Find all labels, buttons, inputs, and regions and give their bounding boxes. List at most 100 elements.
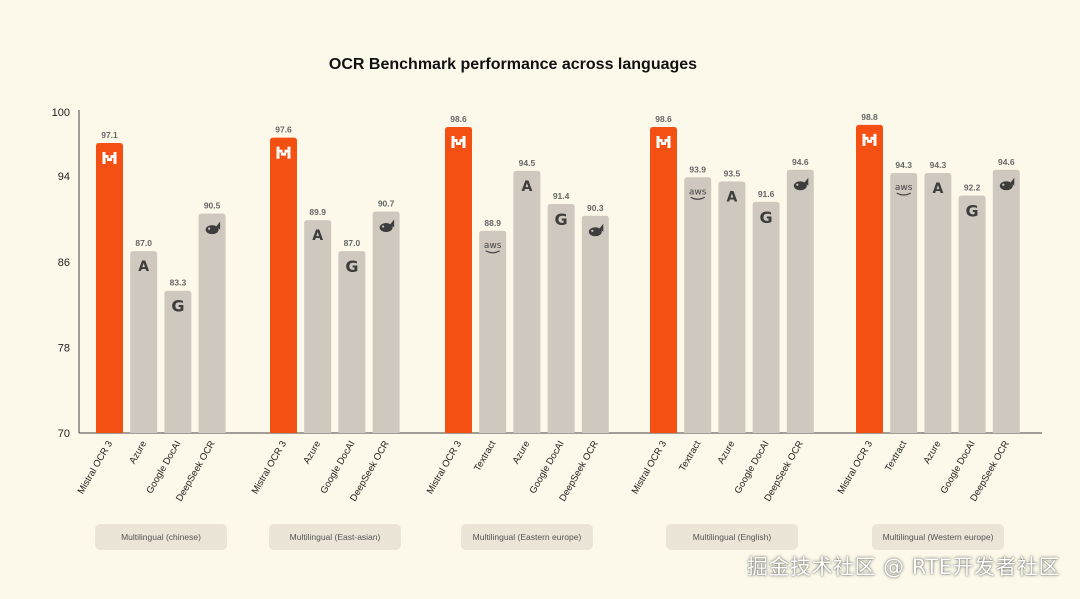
y-tick-label: 70 bbox=[58, 428, 70, 440]
bar-value-label: 98.6 bbox=[450, 114, 467, 124]
mistral-icon-pixel bbox=[667, 141, 671, 145]
group-label: Multilingual (chinese) bbox=[121, 532, 201, 542]
deepseek-icon-tail bbox=[216, 221, 221, 230]
y-tick-label: 86 bbox=[58, 257, 70, 269]
bar-value-label: 93.9 bbox=[689, 164, 706, 174]
x-tick-label: Google DocAI bbox=[144, 439, 183, 496]
deepseek-icon-body bbox=[793, 181, 807, 191]
azure-icon: A bbox=[312, 228, 323, 244]
x-tick-label: Mistral OCR 3 bbox=[76, 439, 115, 496]
bar-value-label: 83.3 bbox=[170, 278, 187, 288]
mistral-icon-pixel bbox=[862, 139, 866, 143]
bar bbox=[479, 230, 507, 433]
bar-value-label: 97.6 bbox=[275, 125, 292, 135]
bar bbox=[581, 215, 609, 433]
aws-icon-smile bbox=[896, 192, 911, 196]
bar bbox=[684, 177, 712, 433]
mistral-icon-pixel bbox=[281, 152, 286, 156]
mistral-icon-pixel bbox=[287, 152, 291, 156]
group-label: Multilingual (Western europe) bbox=[883, 532, 994, 542]
bar-value-label: 94.6 bbox=[998, 157, 1015, 167]
mistral-icon-pixel bbox=[287, 149, 291, 153]
bar bbox=[513, 170, 541, 433]
group-label: Multilingual (Eastern europe) bbox=[473, 532, 582, 542]
mistral-icon-pixel bbox=[873, 133, 877, 137]
mistral-icon-pixel bbox=[451, 135, 455, 139]
bar-value-label: 98.6 bbox=[655, 114, 672, 124]
bar-value-label: 92.2 bbox=[964, 182, 981, 192]
deepseek-icon-eye bbox=[1002, 183, 1005, 186]
mistral-icon-pixel bbox=[102, 155, 106, 159]
deepseek-icon-tail bbox=[599, 223, 604, 232]
bar-value-label: 98.8 bbox=[861, 112, 878, 122]
azure-icon: A bbox=[726, 190, 737, 206]
deepseek-icon-body bbox=[379, 223, 393, 233]
mistral-icon-pixel bbox=[873, 136, 877, 140]
mistral-icon-pixel bbox=[276, 155, 280, 159]
group-label-pill bbox=[666, 524, 798, 550]
mistral-icon-pixel bbox=[456, 141, 461, 145]
bar bbox=[650, 126, 677, 433]
google-icon: G bbox=[345, 257, 358, 276]
mistral-icon-pixel bbox=[113, 155, 117, 159]
mistral-icon-pixel bbox=[102, 161, 106, 165]
mistral-icon-pixel bbox=[656, 138, 660, 142]
bar bbox=[752, 201, 780, 433]
bar bbox=[96, 143, 123, 433]
group-label-pill bbox=[461, 524, 593, 550]
mistral-icon-pixel bbox=[102, 158, 106, 162]
aws-icon: aws bbox=[895, 183, 913, 193]
mistral-icon-pixel bbox=[462, 138, 466, 142]
mistral-icon-pixel bbox=[105, 155, 109, 159]
mistral-icon-pixel bbox=[462, 141, 466, 145]
x-tick-label: Google DocAI bbox=[318, 439, 357, 496]
mistral-icon-pixel bbox=[659, 138, 663, 142]
x-tick-label: Azure bbox=[716, 439, 738, 466]
y-tick-label: 100 bbox=[52, 107, 70, 119]
mistral-icon-pixel bbox=[862, 133, 866, 137]
bar bbox=[372, 211, 400, 433]
deepseek-icon-body bbox=[205, 225, 219, 235]
aws-icon: aws bbox=[689, 187, 707, 197]
y-tick-label: 78 bbox=[58, 342, 70, 354]
deepseek-icon-tail bbox=[390, 219, 395, 228]
mistral-icon-pixel bbox=[862, 142, 866, 146]
x-tick-label: Mistral OCR 3 bbox=[425, 439, 464, 496]
x-tick-label: Azure bbox=[922, 439, 944, 466]
mistral-icon-pixel bbox=[107, 158, 112, 162]
x-tick-label: Textract bbox=[472, 439, 498, 474]
deepseek-icon-eye bbox=[382, 225, 385, 228]
mistral-icon-pixel bbox=[667, 144, 671, 148]
bar-value-label: 97.1 bbox=[101, 130, 118, 140]
google-icon: G bbox=[760, 208, 773, 227]
deepseek-icon-body bbox=[999, 181, 1013, 191]
mistral-icon-pixel bbox=[276, 152, 280, 156]
bar bbox=[445, 126, 472, 433]
aws-icon-smile bbox=[690, 196, 705, 200]
plot-area: 70 78 86 94 100 97.1 Mistral OCR 3 87.0 A Azure 83… bbox=[52, 107, 1042, 550]
bar-value-label: 94.6 bbox=[792, 157, 809, 167]
group-label: Multilingual (English) bbox=[693, 532, 772, 542]
mistral-icon-pixel bbox=[870, 136, 874, 140]
deepseek-icon-body bbox=[588, 227, 602, 237]
bar bbox=[890, 172, 918, 434]
group-label-pill bbox=[269, 524, 401, 550]
bar-value-label: 87.0 bbox=[135, 238, 152, 248]
bar bbox=[304, 220, 332, 433]
mistral-icon-pixel bbox=[287, 155, 291, 159]
bar-value-label: 88.9 bbox=[484, 218, 501, 228]
mistral-icon-pixel bbox=[276, 149, 280, 153]
mistral-icon-pixel bbox=[656, 135, 660, 139]
google-icon: G bbox=[966, 201, 979, 220]
chart-title: OCR Benchmark performance across languag… bbox=[329, 56, 697, 73]
google-icon: G bbox=[171, 297, 184, 316]
mistral-icon-pixel bbox=[656, 141, 660, 145]
aws-icon-smile bbox=[485, 250, 500, 254]
bar-value-label: 94.3 bbox=[895, 160, 912, 170]
mistral-icon-pixel bbox=[862, 136, 866, 140]
mistral-icon-pixel bbox=[451, 141, 455, 145]
y-tick-label: 94 bbox=[58, 171, 70, 183]
bar bbox=[718, 181, 746, 433]
mistral-icon-pixel bbox=[667, 138, 671, 142]
